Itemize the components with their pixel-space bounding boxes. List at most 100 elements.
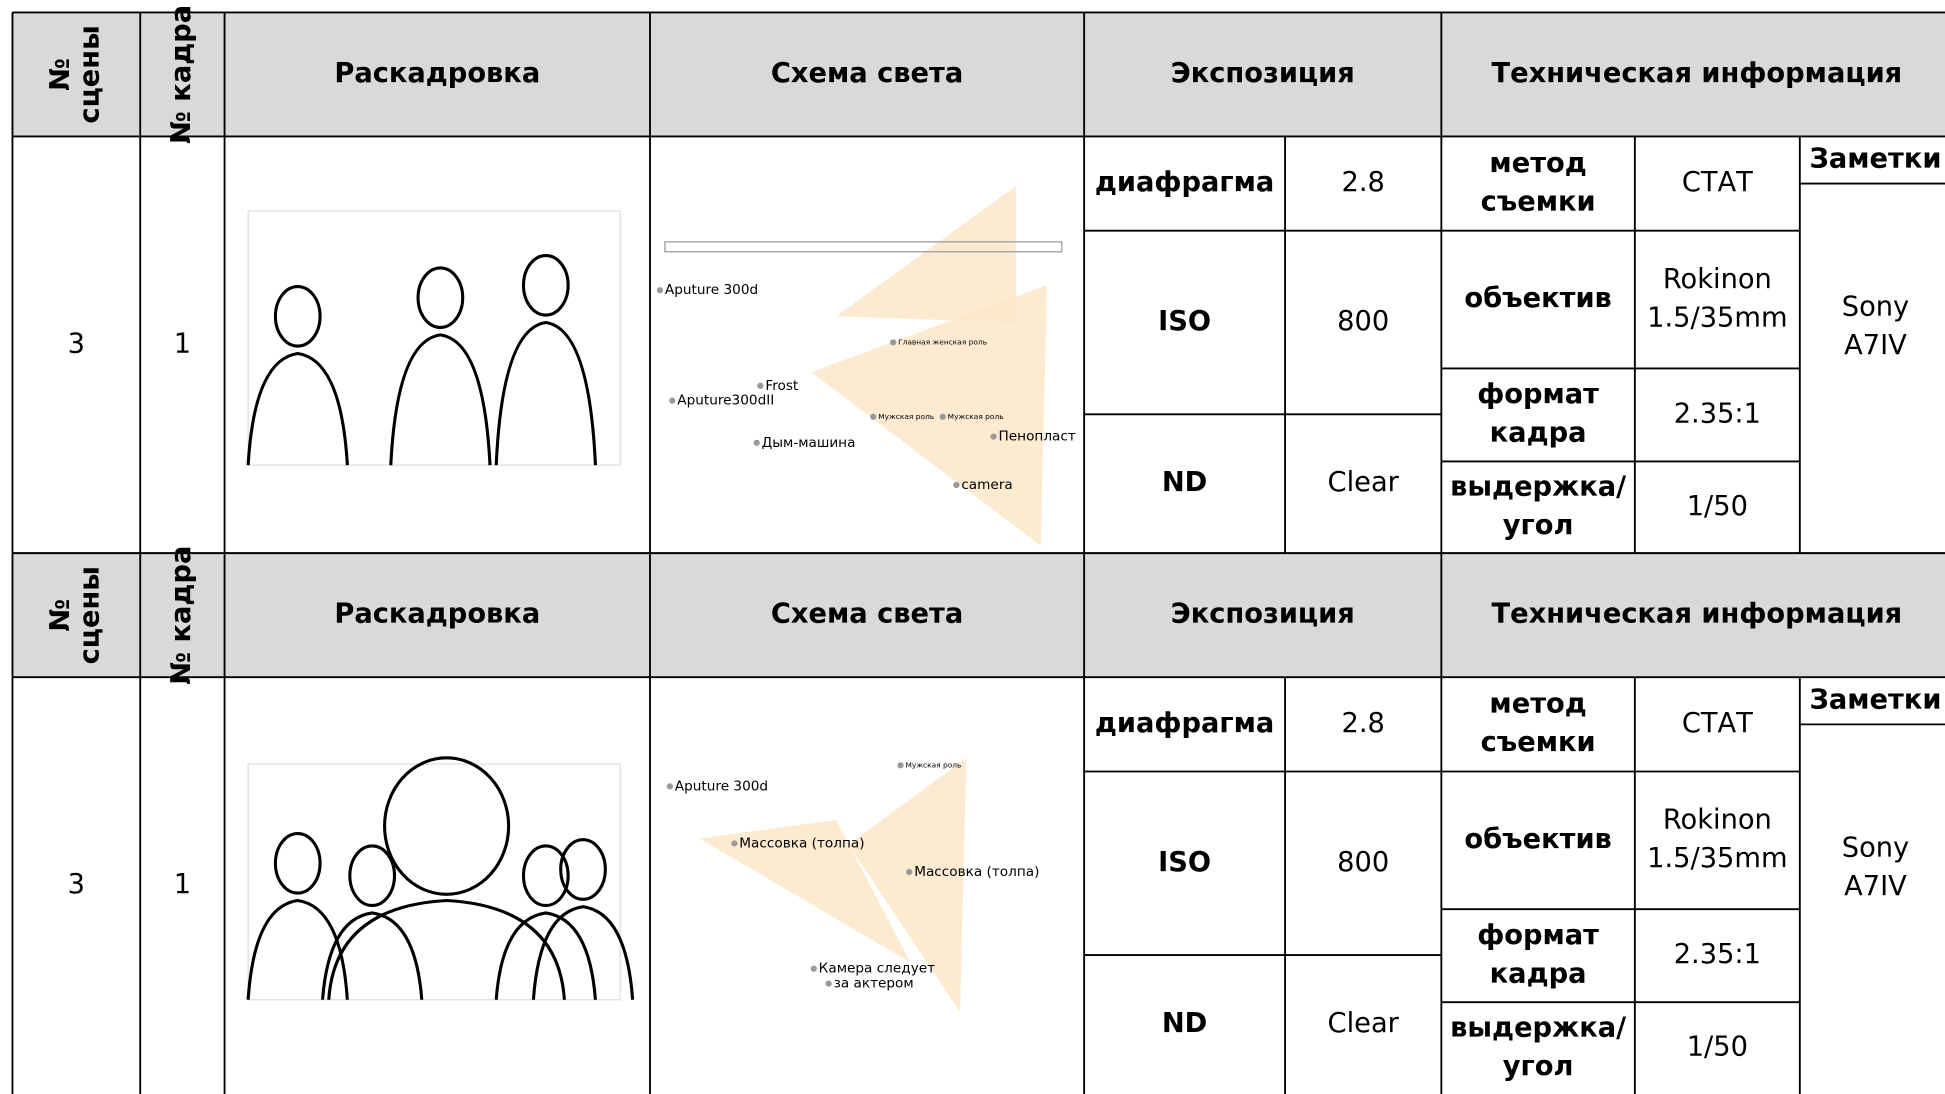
sketch-body [494, 320, 597, 466]
notes-text: A7IV [1844, 330, 1907, 361]
light-cone [699, 819, 911, 963]
tech-label: выдержка/ [1450, 1012, 1626, 1043]
light-dot [897, 762, 904, 769]
tech-label: кадра [1490, 418, 1587, 449]
light-cone [848, 757, 967, 1013]
tech-value: 1/50 [1687, 1032, 1748, 1063]
scene-header-text: № [45, 599, 76, 632]
truss [664, 241, 1063, 253]
notes-text: Sony [1842, 292, 1909, 323]
exposure-label: ISO [1158, 847, 1211, 878]
sketch-body [389, 333, 492, 466]
light-dot [757, 382, 764, 389]
header-row [12, 12, 1945, 137]
light-dot [666, 783, 673, 790]
tech-header: Техническая информация [1492, 58, 1903, 89]
light-label: Дым-машина [762, 435, 856, 451]
light-label: camera [961, 477, 1012, 493]
frame-header-text: № кадра [166, 546, 197, 685]
exposure-value: 800 [1337, 847, 1389, 878]
sketch-head [559, 838, 607, 901]
notes-label: Заметки [1809, 684, 1941, 715]
tech-value: СТАТ [1682, 708, 1753, 739]
light-label: Главная женская роль [898, 337, 987, 346]
sketch-frame [247, 763, 621, 1001]
light-dot [810, 965, 817, 972]
frame-header: № кадра [166, 546, 197, 685]
tech-value: Rokinon [1663, 805, 1772, 836]
exposure-value: 2.8 [1342, 167, 1385, 198]
tech-label: формат [1477, 379, 1599, 410]
light-dot [656, 287, 664, 294]
sketch-body [246, 351, 349, 466]
light-header: Схема света [771, 599, 963, 630]
light-label: Frost [765, 378, 799, 394]
header-row [12, 553, 1945, 678]
light-dot [870, 413, 877, 420]
exposure-header: Экспозиция [1171, 58, 1355, 89]
sketch-head [416, 266, 465, 330]
tech-label: формат [1477, 920, 1599, 951]
storyboard-header: Раскадровка [334, 58, 540, 89]
light-label: Мужская роль [948, 412, 1004, 421]
sketch-body [327, 898, 566, 1000]
light-header: Схема света [771, 58, 963, 89]
sketch-head [383, 756, 511, 896]
sketch-body [246, 898, 349, 1000]
light-dot [953, 481, 960, 489]
exposure-label: ISO [1158, 306, 1211, 337]
light-dot [990, 433, 997, 440]
frame-number: 1 [174, 869, 191, 900]
exposure-value: Clear [1328, 1008, 1400, 1039]
light-label: Массовка (толпа) [739, 835, 864, 851]
tech-label: метод [1489, 689, 1586, 720]
tech-value: 2.35:1 [1674, 939, 1761, 970]
tech-label: объектив [1464, 824, 1611, 855]
light-dot [890, 339, 897, 346]
sketch-body [531, 905, 635, 1000]
light-label: Пенопласт [999, 429, 1076, 445]
light-dot [669, 397, 676, 404]
light-cone [836, 186, 1016, 323]
exposure-value: Clear [1328, 467, 1400, 498]
tech-value: СТАТ [1682, 167, 1753, 198]
sketch-head [521, 253, 570, 317]
frame-number: 1 [174, 328, 191, 359]
scene-number: 3 [68, 328, 85, 359]
light-dot [939, 413, 946, 420]
tech-value: 1/50 [1687, 491, 1748, 522]
notes-label: Заметки [1809, 144, 1941, 175]
frame-header-text: № кадра [166, 5, 197, 144]
light-label: Мужская роль [878, 412, 934, 421]
light-label: Мужская роль [906, 760, 962, 769]
notes-text: Sony [1842, 833, 1909, 864]
exposure-value: 800 [1337, 306, 1389, 337]
tech-value: 1.5/35mm [1647, 302, 1787, 333]
sketch-head [273, 284, 322, 348]
frame-header: № кадра [166, 5, 197, 144]
exposure-value: 2.8 [1342, 708, 1385, 739]
tech-label: метод [1489, 148, 1586, 179]
light-dot [906, 868, 913, 876]
scene-header-text: сцены [75, 25, 106, 123]
sketch-body [494, 911, 597, 1000]
light-cone [811, 285, 1047, 546]
scene-number: 3 [68, 869, 85, 900]
exposure-header: Экспозиция [1171, 599, 1355, 630]
exposure-label: ND [1162, 467, 1207, 498]
sketch-head [521, 844, 570, 908]
light-dot [753, 439, 760, 446]
storyboard-header: Раскадровка [334, 599, 540, 630]
tech-label: угол [1503, 1051, 1574, 1082]
tech-label: съемки [1481, 727, 1596, 758]
notes-text: A7IV [1844, 871, 1907, 902]
scene-header-text: № [45, 58, 76, 91]
light-label: Массовка (толпа) [914, 864, 1039, 880]
light-label: Aputure300dII [677, 393, 774, 409]
tech-value: 2.35:1 [1674, 398, 1761, 429]
sketch-body [321, 911, 424, 1000]
tech-header: Техническая информация [1492, 599, 1903, 630]
